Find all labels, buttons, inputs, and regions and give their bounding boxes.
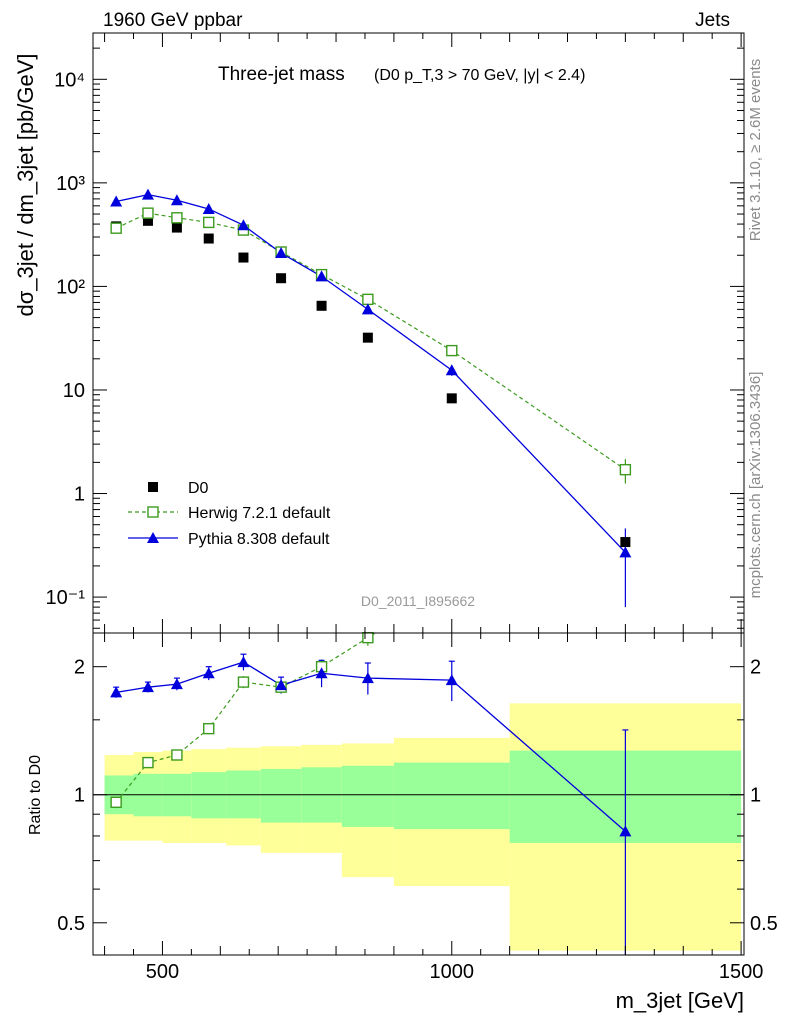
mcplots-source-label: mcplots.cern.ch [arXiv:1306.3436] xyxy=(747,372,764,599)
herwig-ratio-point-7 xyxy=(362,631,374,644)
herwig-ratio-point-1 xyxy=(142,756,154,769)
herwig-main-point-3 xyxy=(203,216,215,229)
pythia-main-point-7 xyxy=(361,303,374,315)
legend-entry-pythia: Pythia 8.308 default xyxy=(128,531,330,548)
pythia-ratio-point-0 xyxy=(110,686,123,698)
pythia-main-point-8 xyxy=(445,364,458,376)
main-y-axis-title: dσ_3jet / dm_3jet [pb/GeV] xyxy=(13,53,38,316)
ratio-band-inner-3 xyxy=(191,772,227,819)
main-ytick-label: 10⁴ xyxy=(54,69,85,91)
herwig-main-point-0 xyxy=(110,222,122,234)
pythia-ratio-point-4 xyxy=(237,656,250,668)
pythia-ratio-point-3 xyxy=(202,667,215,679)
ratio-plot-frame xyxy=(92,632,745,956)
herwig-ratio-point-3 xyxy=(203,722,215,735)
x-axis-title: m_3jet [GeV] xyxy=(616,988,744,1013)
d0-main-point-7 xyxy=(362,332,373,343)
ratio-ytick-label-left: 0.5 xyxy=(57,913,85,935)
herwig-main-point-1 xyxy=(142,207,154,219)
header-right-label: Jets xyxy=(695,10,730,31)
ratio-y-axis-title: Ratio to D0 xyxy=(27,755,44,835)
d0-main-point-3 xyxy=(203,233,214,244)
pythia-main-point-9 xyxy=(619,546,632,558)
d0-main-point-1 xyxy=(142,215,153,226)
herwig-ratio-point-4 xyxy=(237,676,250,688)
header-left-label: 1960 GeV ppbar xyxy=(103,10,243,31)
d0-main-point-8 xyxy=(446,393,457,404)
herwig-main-point-9 xyxy=(619,463,632,476)
ratio-ytick-label-right: 1 xyxy=(750,785,761,807)
pythia-main-point-4 xyxy=(237,219,250,231)
legend-entry-d0: D0 xyxy=(148,480,209,497)
pythia-ratio-point-1 xyxy=(141,681,154,693)
d0-main-point-2 xyxy=(171,222,182,233)
series-layer xyxy=(110,188,632,955)
xtick-label: 1500 xyxy=(719,961,764,983)
ratio-ytick-label-left: 1 xyxy=(74,785,85,807)
herwig-ratio-point-0 xyxy=(110,796,122,808)
d0-main-point-5 xyxy=(276,273,287,284)
tick-labels: 10⁻¹ 1 10 10² 10³ 10⁴ 0.5 0.5 1 1 2 2 500 1000 1500 xyxy=(46,69,778,983)
pythia-main-point-5 xyxy=(275,247,288,259)
pythia-main-point-6 xyxy=(315,270,328,282)
ratio-uncertainty-bands xyxy=(104,703,742,951)
main-ytick-label: 10 xyxy=(63,380,85,402)
legend-marker-pythia xyxy=(147,532,159,543)
legend-marker-d0 xyxy=(148,482,158,492)
pythia-ratio-point-2 xyxy=(170,678,183,690)
ratio-ytick-label-right: 2 xyxy=(750,657,761,679)
pythia-ratio-line xyxy=(116,661,626,832)
chart-subtitle: (D0 p_T,3 > 70 GeV, |y| < 2.4) xyxy=(374,67,585,84)
herwig-main-line xyxy=(115,212,626,471)
pythia-main-point-2 xyxy=(170,194,183,206)
ratio-band-inner-8 xyxy=(393,762,510,830)
herwig-ratio-point-2 xyxy=(171,749,183,761)
legend-label-d0: D0 xyxy=(188,480,209,497)
d0-main-point-4 xyxy=(238,252,249,263)
pythia-ratio-point-9 xyxy=(619,825,632,837)
pythia-ratio-point-6 xyxy=(315,667,328,679)
ratio-ytick-label-left: 2 xyxy=(74,657,85,679)
ratio-band-inner-5 xyxy=(260,768,302,823)
pythia-main-point-3 xyxy=(202,202,215,214)
pythia-ratio-point-5 xyxy=(275,679,288,691)
main-ytick-label: 10⁻¹ xyxy=(46,587,86,609)
rivet-version-label: Rivet 3.1.10, ≥ 2.6M events xyxy=(747,59,764,242)
herwig-main-point-2 xyxy=(171,212,183,224)
legend-label-pythia: Pythia 8.308 default xyxy=(188,531,330,548)
ratio-ytick-label-right: 0.5 xyxy=(750,913,778,935)
ratio-band-inner-7 xyxy=(341,765,394,827)
legend-label-herwig: Herwig 7.2.1 default xyxy=(188,505,331,522)
pythia-ratio-point-7 xyxy=(361,672,374,684)
chart-title: Three-jet mass xyxy=(218,64,345,85)
pythia-main-point-0 xyxy=(110,195,123,207)
xtick-label: 1000 xyxy=(430,961,475,983)
herwig-main-point-7 xyxy=(362,293,374,306)
main-ytick-label: 10² xyxy=(56,276,85,298)
legend-entry-herwig: Herwig 7.2.1 default xyxy=(128,505,331,522)
main-ytick-label: 1 xyxy=(74,484,85,506)
axis-ticks xyxy=(93,33,744,955)
d0-main-point-6 xyxy=(316,300,327,311)
xtick-label: 500 xyxy=(146,961,179,983)
herwig-main-point-8 xyxy=(446,344,458,357)
legend-marker-herwig xyxy=(147,506,159,518)
main-ytick-label: 10³ xyxy=(56,173,85,195)
analysis-watermark: D0_2011_I895662 xyxy=(361,593,475,609)
legend: D0 Herwig 7.2.1 default Pythia 8.308 def… xyxy=(128,480,331,548)
pythia-main-line xyxy=(116,193,626,553)
d0-main-point-9 xyxy=(620,537,631,548)
pythia-main-point-1 xyxy=(141,188,154,200)
pythia-ratio-point-8 xyxy=(445,674,458,686)
